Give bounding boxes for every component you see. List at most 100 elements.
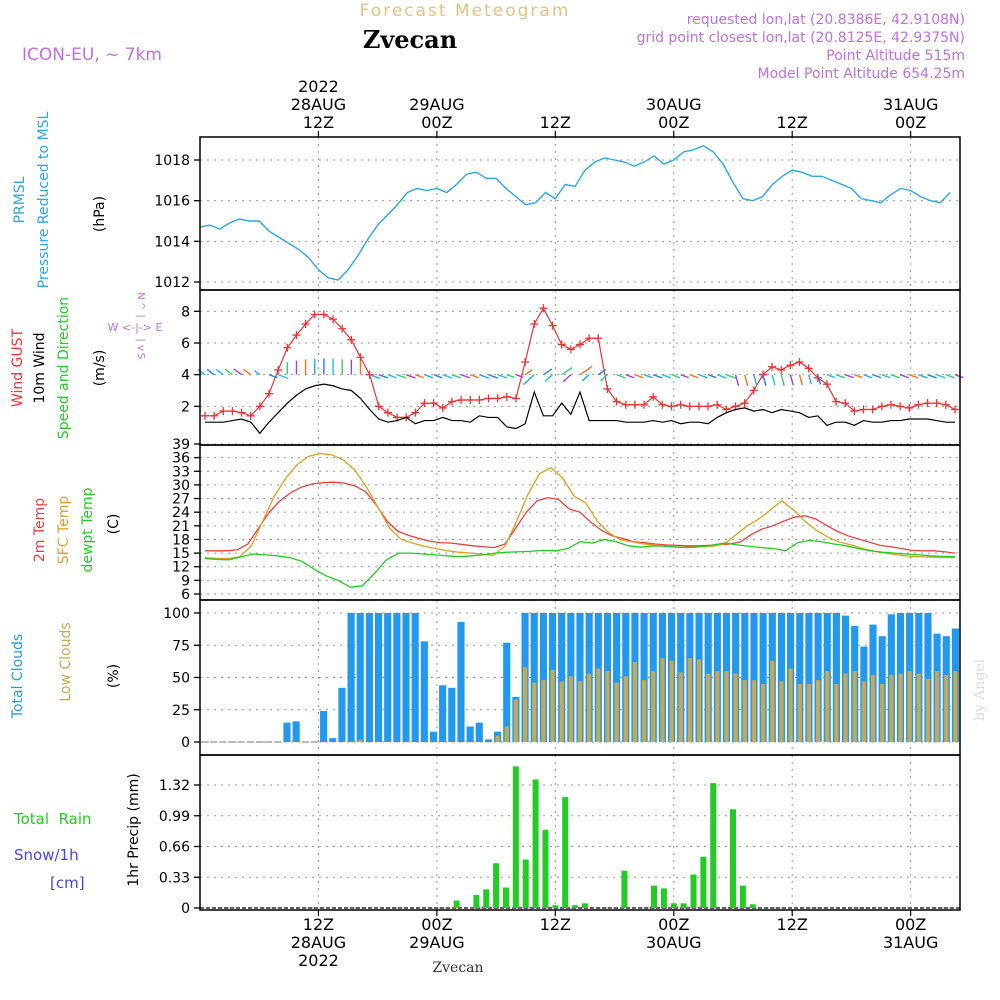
total-cloud-bar <box>320 711 328 742</box>
wind-arrow <box>643 374 653 379</box>
wind-arrow <box>451 374 461 379</box>
low-cloud-bar <box>733 673 738 742</box>
gust-marker <box>493 394 502 403</box>
ytick-label: 1018 <box>154 153 190 169</box>
temp2m-line <box>205 481 956 554</box>
wind-arrow <box>780 374 785 386</box>
gust-marker <box>457 396 466 404</box>
wind-arrow <box>798 374 804 386</box>
precip-bar <box>552 905 559 908</box>
low-cloud-bar <box>715 671 720 742</box>
gust-marker <box>859 405 868 414</box>
gust-marker <box>438 403 447 412</box>
gust-marker <box>210 411 219 420</box>
wind-arrow <box>224 368 233 376</box>
requested-coords: requested lon,lat (20.8386E, 42.9108N) <box>687 12 965 28</box>
gust-marker <box>338 324 347 333</box>
precip-bar <box>512 766 519 908</box>
total-cloud-bar <box>558 613 566 742</box>
gust-marker <box>640 400 649 409</box>
gust-marker <box>685 402 694 411</box>
panel-3: 0 25 50 75 100 <box>163 600 960 755</box>
temperature-labels: 2m Temp SFC Temp dewpt Temp (C) <box>32 487 122 572</box>
wind-arrow <box>662 374 672 379</box>
precip-bar <box>581 903 588 908</box>
ytick-label: 15 <box>172 546 190 562</box>
total-cloud-bar <box>741 613 749 742</box>
gust-marker <box>329 315 338 324</box>
wind-arrow <box>753 374 758 386</box>
low-cloud-bar <box>806 683 811 742</box>
precip-bar <box>562 797 569 908</box>
wind-arrow <box>625 374 635 379</box>
wind-arrow <box>845 374 854 379</box>
snow-unit-label: [cm] <box>50 874 85 892</box>
celsius-unit-label: (C) <box>106 514 122 535</box>
low-cloud-bar <box>770 660 775 742</box>
wind-arrow <box>405 374 416 379</box>
top-axis-label: 28AUG <box>291 95 346 114</box>
wind-arrow <box>488 374 499 379</box>
total-cloud-bar <box>759 613 767 742</box>
gust-marker <box>841 399 850 408</box>
ytick-label: 4 <box>181 368 190 384</box>
wind-arrow <box>506 374 515 379</box>
total-cloud-bar <box>777 613 786 742</box>
ytick-label: 24 <box>172 505 190 521</box>
top-axis-label: 12Z <box>540 113 571 132</box>
watermark: by Angel <box>972 658 988 721</box>
wind-arrow <box>671 374 681 379</box>
low-cloud-bar <box>623 676 628 742</box>
ytick-label: 1016 <box>154 194 190 210</box>
wind-arrow <box>197 368 206 376</box>
gust-marker <box>886 400 895 409</box>
ytick-label: 39 <box>172 437 190 453</box>
low-cloud-bar <box>788 668 793 742</box>
precip-bar <box>453 900 460 908</box>
total-cloud-bar <box>530 613 538 742</box>
snow-label: Snow/1h <box>14 846 79 864</box>
wind-arrow <box>544 374 554 383</box>
ytick-label: 33 <box>172 464 190 480</box>
gust-marker <box>548 321 557 330</box>
top-axis-label: 31AUG <box>883 95 938 114</box>
compass-up: ^ <box>135 302 146 310</box>
low-cloud-bar <box>944 674 949 742</box>
precip-bar <box>542 829 549 908</box>
ytick-label: 36 <box>172 451 190 467</box>
gust-marker <box>265 389 274 398</box>
low-cloud-bar <box>532 682 537 742</box>
wind-arrow <box>515 374 524 378</box>
gust-marker <box>466 396 475 404</box>
wind-gust-label: Wind GUST <box>10 328 26 407</box>
gust-marker <box>310 310 319 319</box>
wind-arrow <box>277 374 289 380</box>
wind-arrow <box>716 374 727 379</box>
gust-marker <box>411 408 420 417</box>
gust-line <box>205 306 956 419</box>
ytick-label: 27 <box>172 492 190 508</box>
gust-marker <box>365 370 374 379</box>
bottom-axis-label: 00Z <box>658 915 689 934</box>
top-axis-label: 00Z <box>421 113 452 132</box>
wind-arrow <box>698 374 708 379</box>
total-cloud-bar <box>393 613 401 742</box>
low-cloud-bar <box>660 658 665 742</box>
total-rain-label: Total Rain <box>13 810 92 828</box>
gust-marker <box>237 408 246 417</box>
compass-down: v <box>135 345 146 351</box>
wind-arrow <box>863 374 873 379</box>
wind-arrow <box>579 365 593 376</box>
ytick-label: 0 <box>181 901 190 917</box>
low-cloud-bar <box>861 681 866 742</box>
wind-arrow <box>215 368 224 376</box>
wind-arrow <box>927 374 937 379</box>
precip-bar <box>621 870 628 908</box>
gust-marker <box>704 402 713 411</box>
wind-arrow <box>909 374 919 379</box>
low-cloud-bar <box>898 673 903 742</box>
bottom-axis-label: 31AUG <box>883 933 938 952</box>
gust-marker <box>475 396 484 404</box>
gust-marker <box>201 411 209 420</box>
